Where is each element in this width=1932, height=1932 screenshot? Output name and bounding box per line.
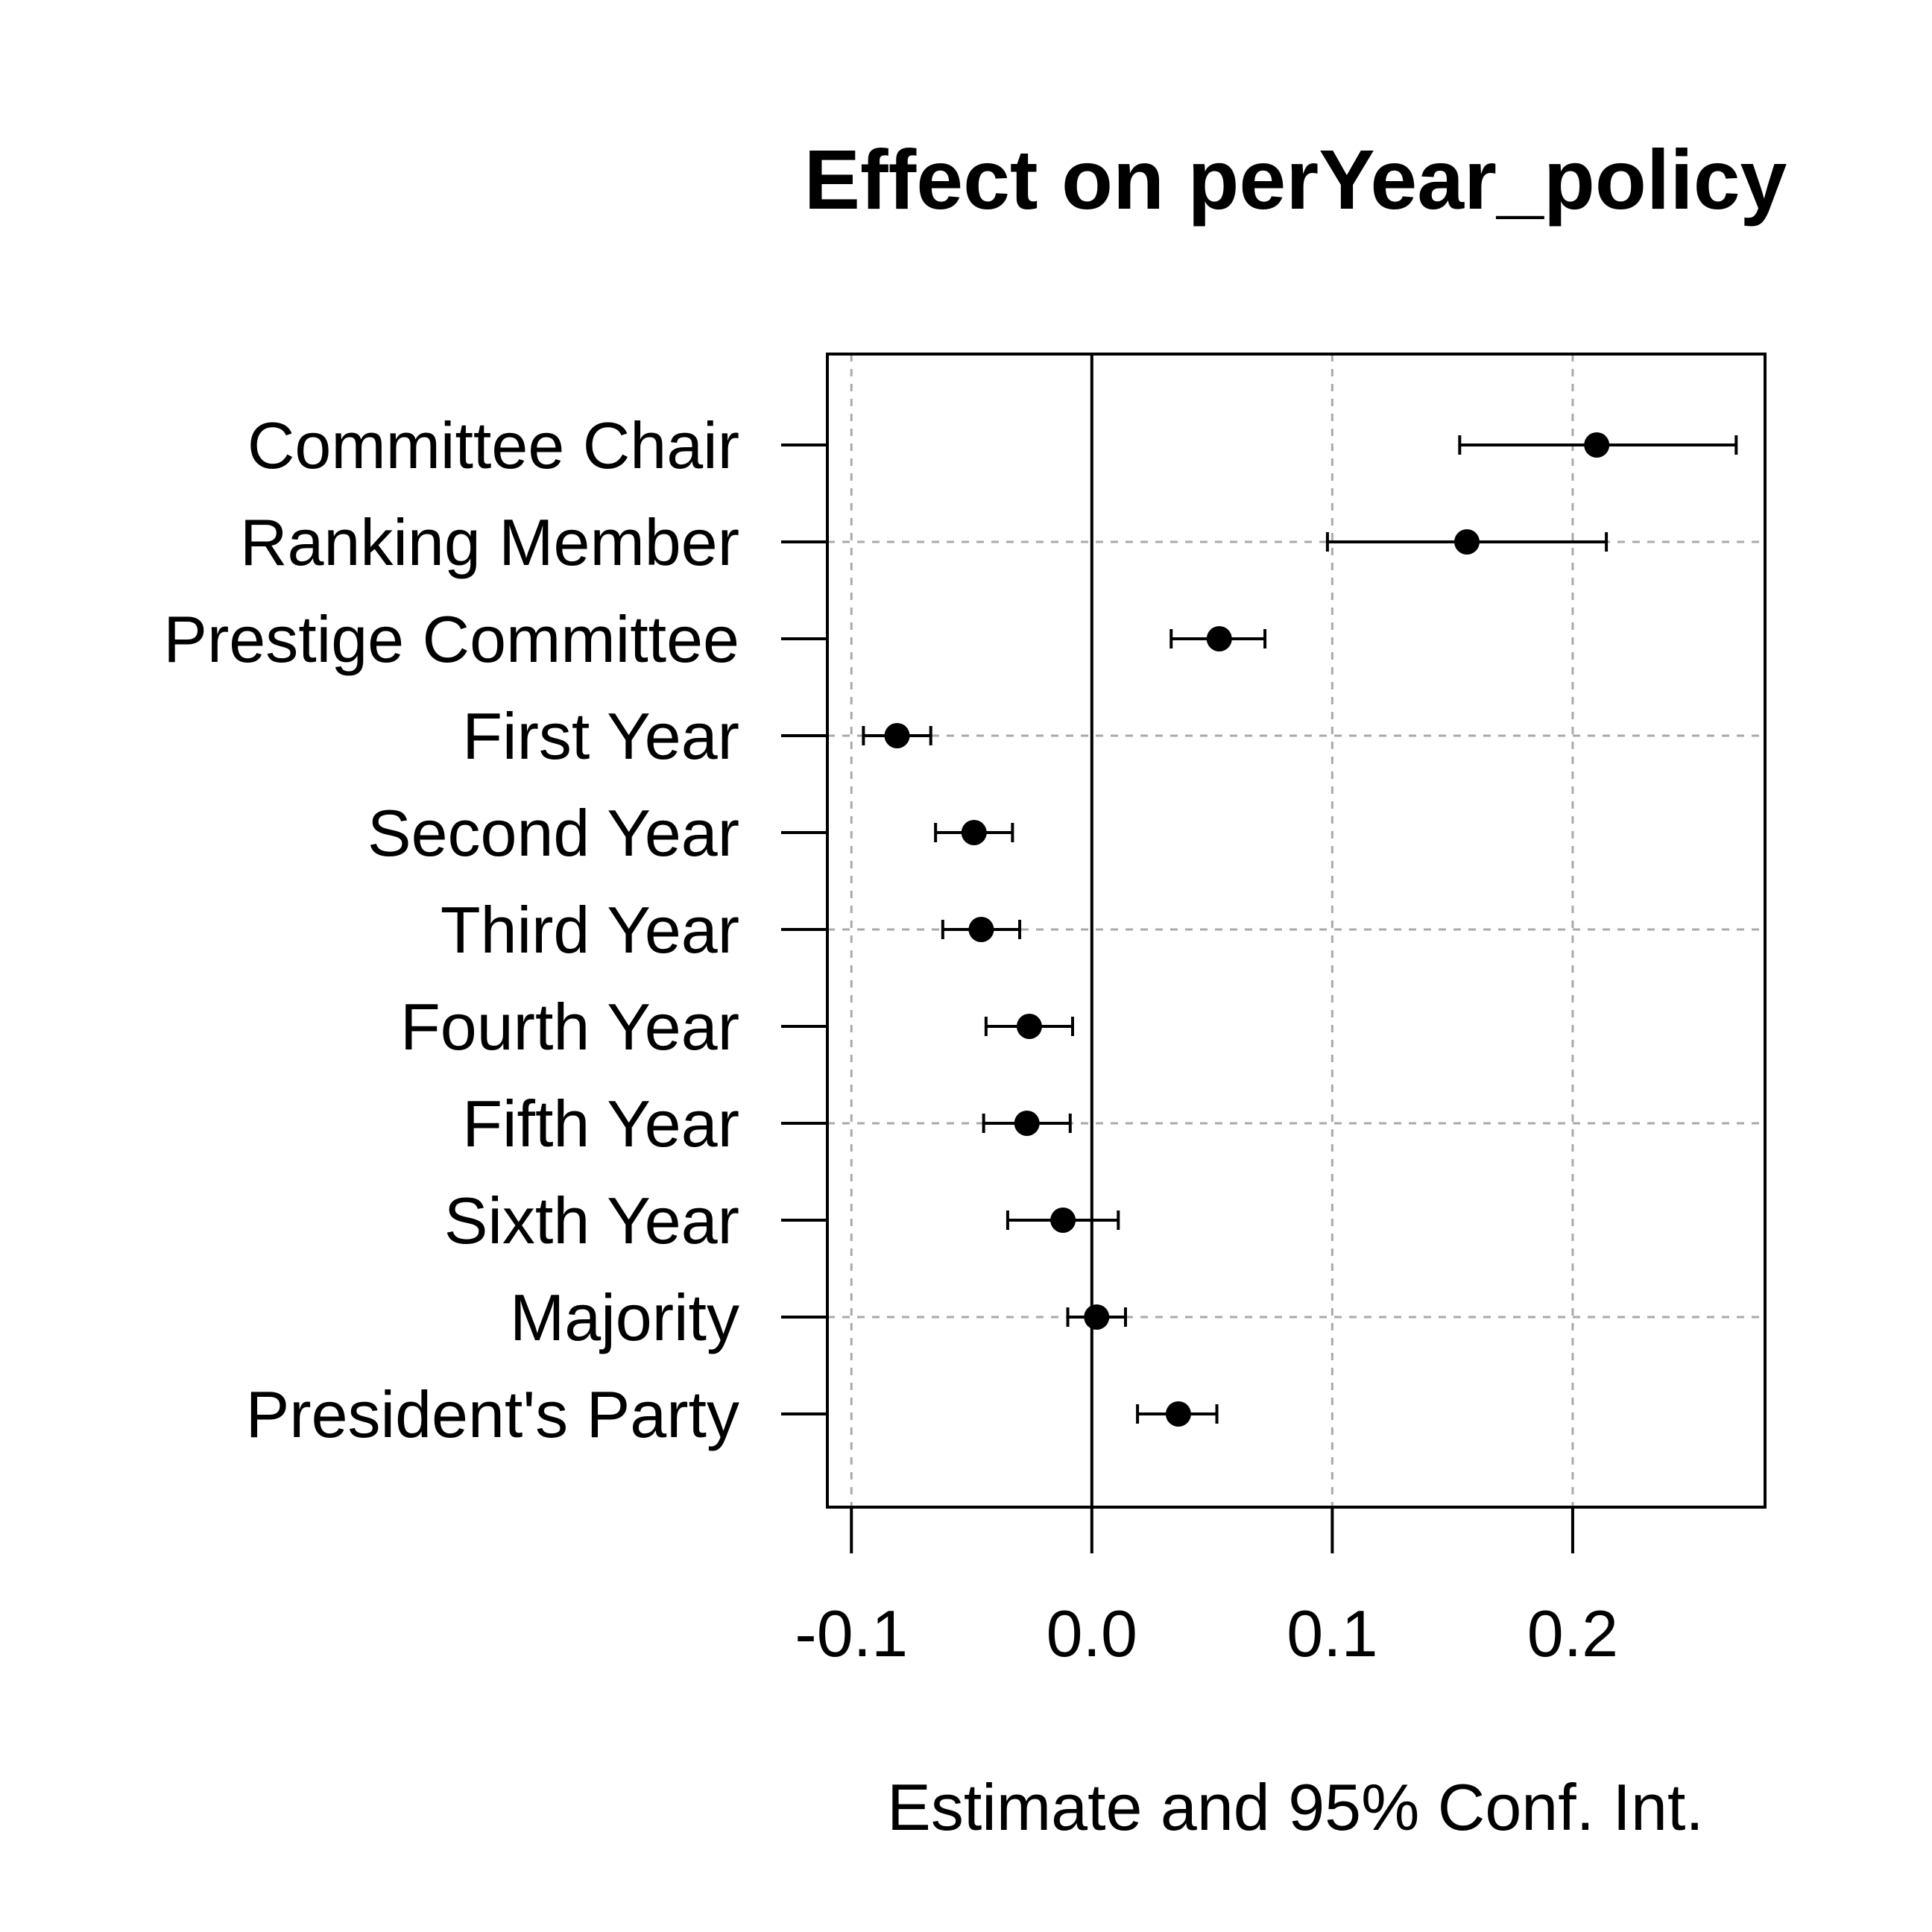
chart-title: Effect on perYear_policy <box>804 133 1787 227</box>
point-estimate-4 <box>961 820 987 845</box>
point-estimate-7 <box>1014 1111 1040 1136</box>
point-estimate-1 <box>1454 529 1480 555</box>
y-axis: Committee Chair Ranking Member Prestige Co… <box>163 408 827 1451</box>
point-estimate-2 <box>1206 626 1232 651</box>
y-tick-label-4: Second Year <box>367 796 739 870</box>
x-tick-label-2: 0.1 <box>1287 1597 1377 1670</box>
point-estimate-5 <box>968 917 994 942</box>
y-tick-label-1: Ranking Member <box>240 505 739 579</box>
x-axis-label: Estimate and 95% Conf. Int. <box>887 1770 1704 1844</box>
x-tick-label-3: 0.2 <box>1527 1597 1618 1670</box>
y-tick-label-0: Committee Chair <box>247 408 739 482</box>
point-estimate-8 <box>1050 1208 1076 1233</box>
vertical-grid <box>850 354 1574 1507</box>
point-estimate-0 <box>1584 432 1610 458</box>
y-tick-label-2: Prestige Committee <box>163 602 739 676</box>
y-tick-label-8: Sixth Year <box>444 1184 739 1257</box>
y-tick-label-9: Majority <box>510 1281 739 1354</box>
point-estimate-3 <box>884 723 910 748</box>
y-tick-label-7: Fifth Year <box>462 1087 739 1161</box>
y-tick-label-3: First Year <box>462 699 739 773</box>
point-estimate-10 <box>1165 1401 1191 1427</box>
y-tick-label-6: Fourth Year <box>400 990 739 1064</box>
y-tick-label-5: Third Year <box>441 893 739 967</box>
point-estimate-6 <box>1016 1014 1042 1039</box>
point-estimate-9 <box>1084 1304 1110 1330</box>
point-estimates <box>884 432 1610 1427</box>
x-axis: -0.1 0.0 0.1 0.2 <box>795 1507 1618 1670</box>
x-tick-label-1: 0.0 <box>1046 1597 1137 1670</box>
x-tick-label-0: -0.1 <box>795 1597 908 1670</box>
y-tick-label-10: President's Party <box>246 1377 739 1451</box>
